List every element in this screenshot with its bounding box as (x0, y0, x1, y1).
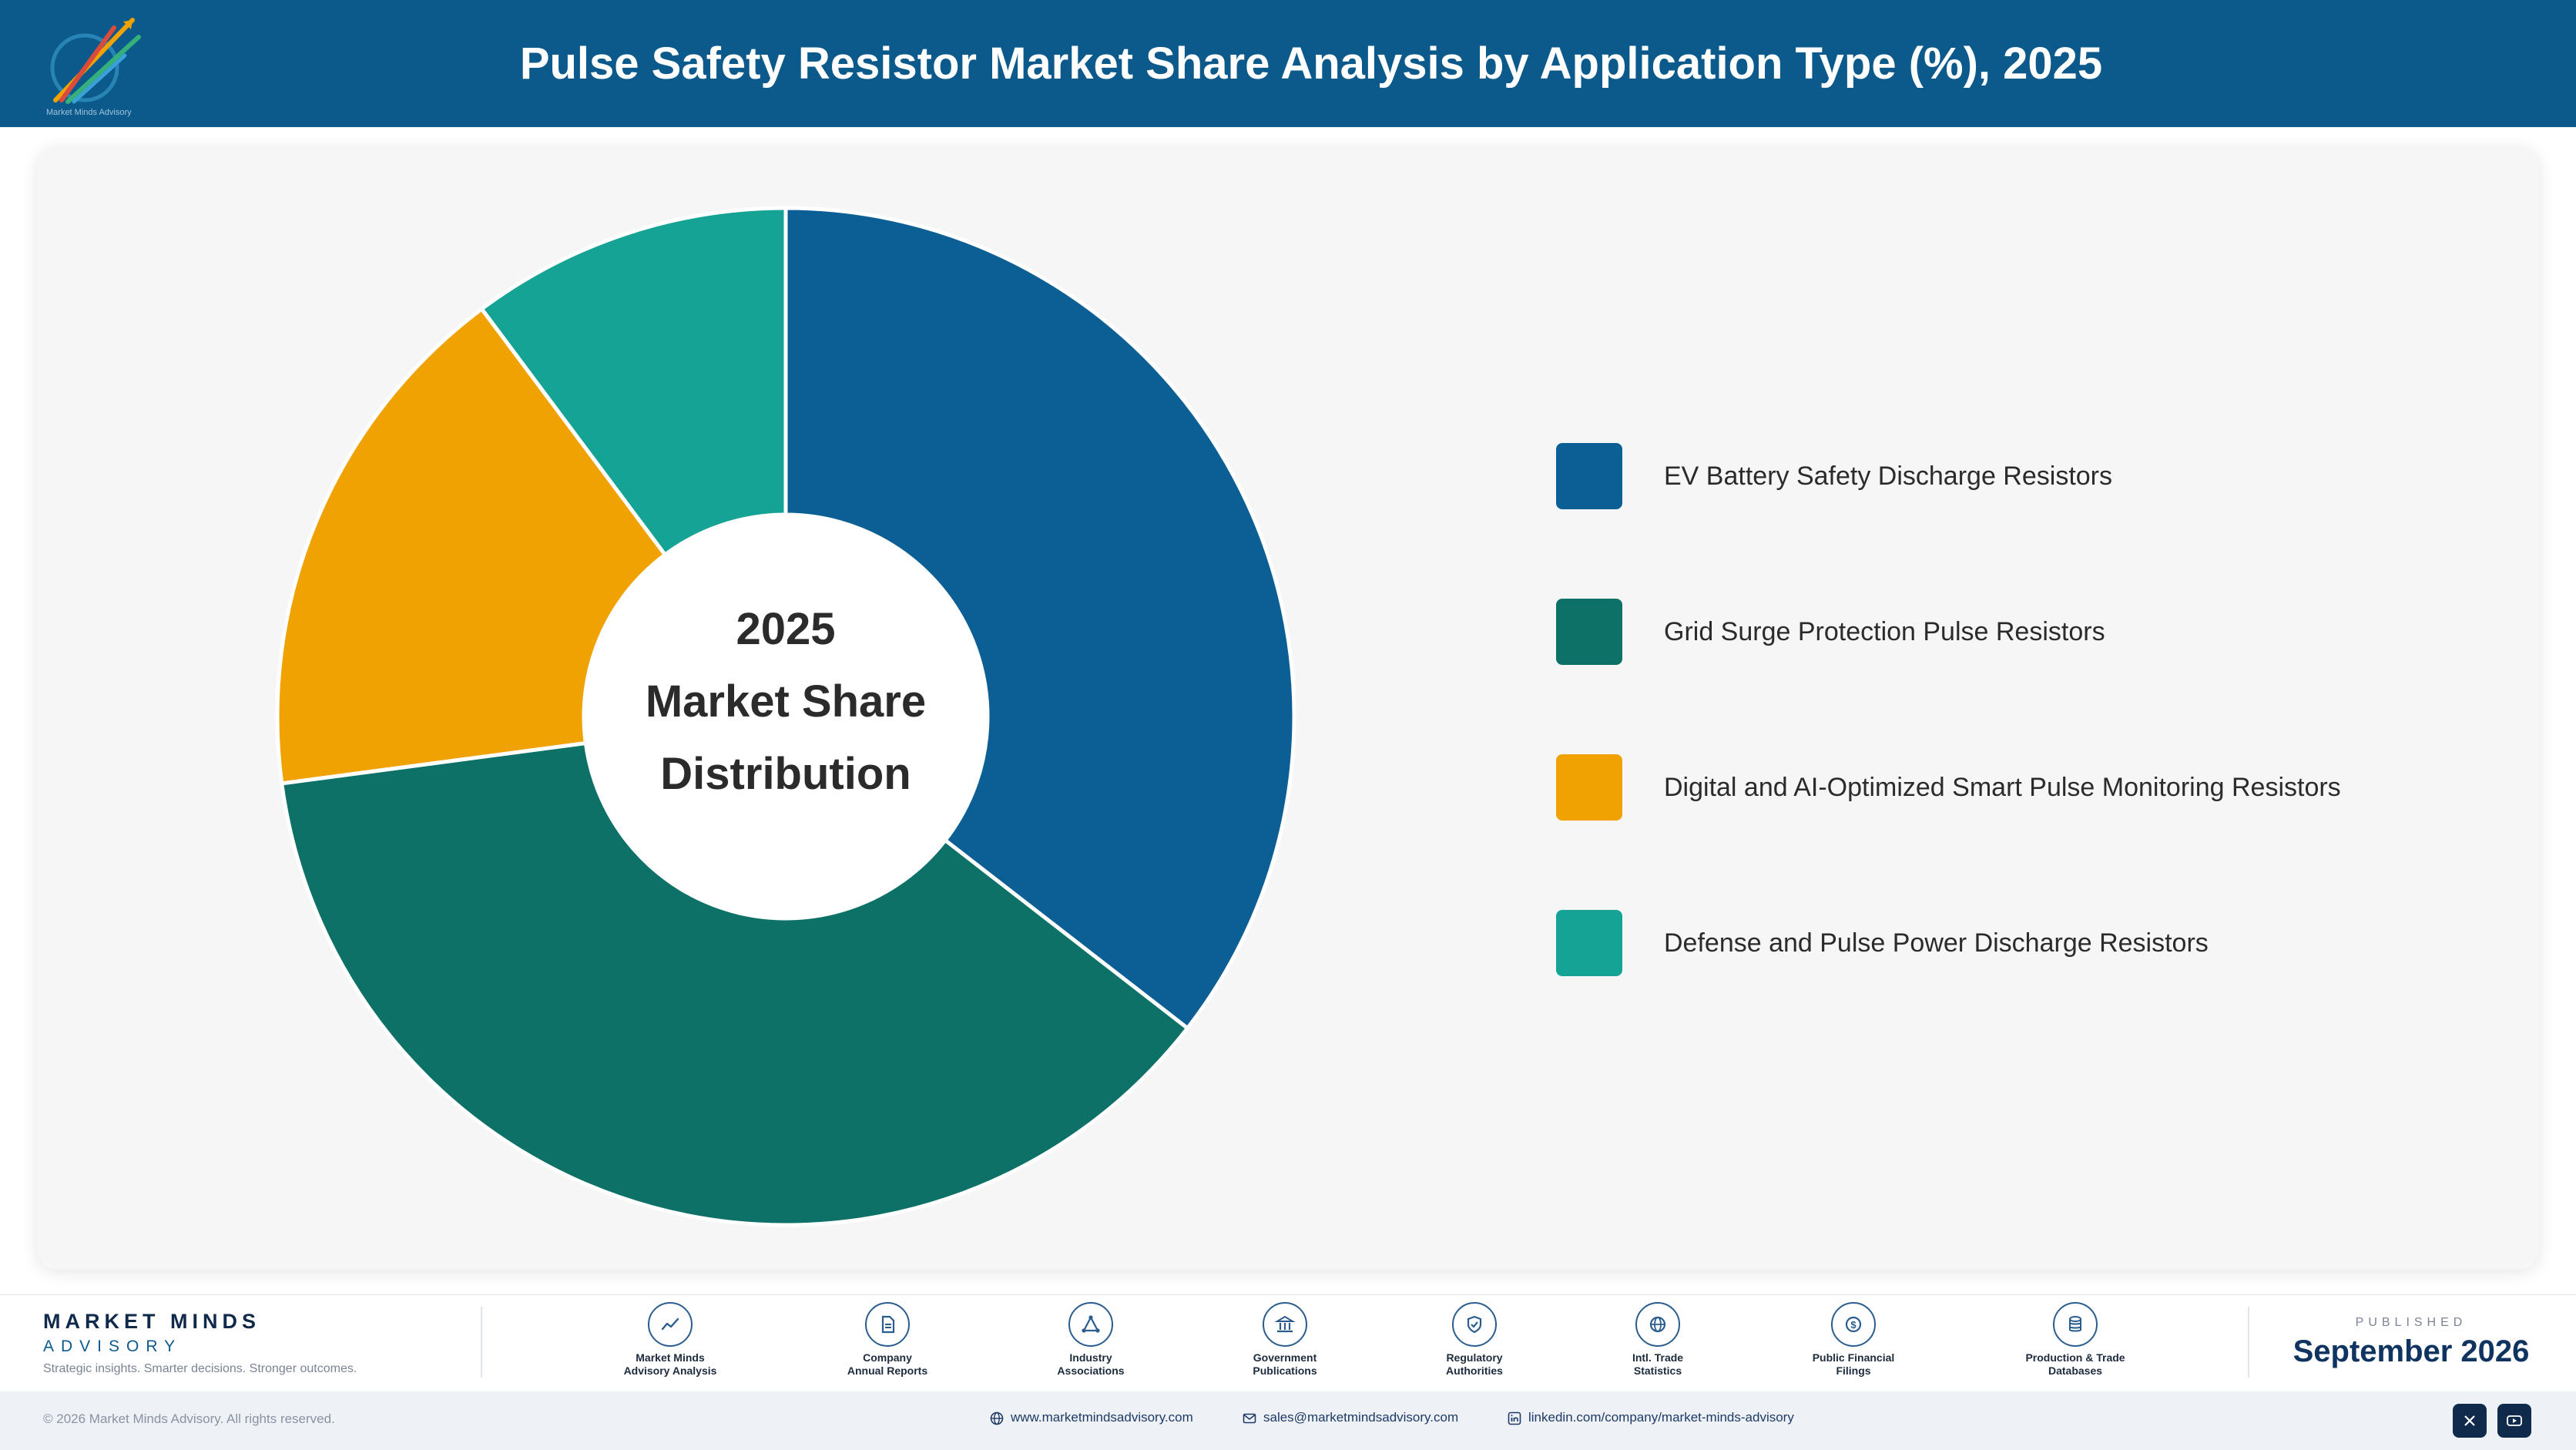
footer-brand-name: MARKET MINDS (43, 1310, 260, 1333)
published-date: September 2026 (2293, 1334, 2530, 1368)
shield-check-icon (1452, 1302, 1497, 1347)
page-title: Pulse Safety Resistor Market Share Analy… (519, 39, 2103, 89)
source-label: Regulatory Authorities (1446, 1351, 1503, 1377)
source-label: Industry Associations (1057, 1351, 1125, 1377)
logo-mark-icon (50, 18, 141, 104)
website-text: www.marketmindsadvisory.com (1011, 1410, 1193, 1425)
legend-swatch (1556, 754, 1622, 821)
network-icon (1068, 1302, 1113, 1347)
source-advisory-analysis[interactable]: Market Minds Advisory Analysis (593, 1302, 747, 1378)
source-government-publications[interactable]: Government Publications (1208, 1302, 1362, 1378)
source-financial-filings[interactable]: $ Public Financial Filings (1776, 1302, 1930, 1378)
legend-item-ev-battery[interactable]: EV Battery Safety Discharge Resistors (1556, 443, 2480, 511)
legend-label: Grid Surge Protection Pulse Resistors (1664, 617, 2105, 646)
linkedin-icon (1508, 1411, 1521, 1425)
legend-swatch (1556, 443, 1622, 509)
source-label: Company Annual Reports (847, 1351, 928, 1377)
youtube-social-button[interactable] (2497, 1404, 2531, 1438)
document-icon (865, 1302, 910, 1347)
source-regulatory-authorities[interactable]: Regulatory Authorities (1397, 1302, 1551, 1378)
legend-swatch (1556, 910, 1622, 976)
source-label: Government Publications (1253, 1351, 1317, 1377)
legend-item-defense[interactable]: Defense and Pulse Power Discharge Resist… (1556, 910, 2480, 978)
logo-caption: Market Minds Advisory (46, 108, 132, 117)
source-label: Public Financial Filings (1812, 1351, 1895, 1377)
email-text: sales@marketmindsadvisory.com (1263, 1410, 1459, 1425)
government-building-icon (1263, 1302, 1307, 1347)
copyright-text: © 2026 Market Minds Advisory. All rights… (43, 1411, 335, 1426)
center-label-year: 2025 (736, 604, 836, 654)
footer-contact-bar (0, 1391, 2576, 1450)
company-logo[interactable]: Market Minds Advisory (40, 9, 148, 121)
linkedin-link[interactable]: linkedin.com/company/market-minds-adviso… (1507, 1410, 1794, 1426)
source-annual-reports[interactable]: Company Annual Reports (810, 1302, 964, 1378)
legend-item-grid-surge[interactable]: Grid Surge Protection Pulse Resistors (1556, 599, 2480, 666)
source-label: Intl. Trade Statistics (1632, 1351, 1684, 1377)
x-social-button[interactable] (2453, 1404, 2487, 1438)
legend-label: EV Battery Safety Discharge Resistors (1664, 462, 2113, 491)
x-logo-icon (2464, 1415, 2475, 1426)
header-bar: Market Minds Advisory Pulse Safety Resis… (0, 0, 2576, 127)
donut-center-label: 2025 Market Share Distribution (601, 593, 971, 811)
donut-chart (275, 206, 1296, 1227)
trend-line-icon (648, 1302, 693, 1347)
donut-hole (584, 515, 988, 918)
legend-item-smart-pulse[interactable]: Digital and AI-Optimized Smart Pulse Mon… (1556, 754, 2480, 822)
legend-swatch (1556, 599, 1622, 665)
legend-label: Defense and Pulse Power Discharge Resist… (1664, 928, 2209, 958)
source-label: Market Minds Advisory Analysis (623, 1351, 717, 1377)
youtube-icon (2507, 1415, 2522, 1426)
legend-label: Digital and AI-Optimized Smart Pulse Mon… (1664, 773, 2341, 802)
mail-icon (1243, 1413, 1256, 1423)
footer-brand-sub: ADVISORY (43, 1338, 183, 1355)
website-link[interactable]: www.marketmindsadvisory.com (989, 1410, 1193, 1426)
source-label: Production & Trade Databases (2025, 1351, 2125, 1377)
center-label-line2: Market Share (645, 676, 927, 727)
source-industry-associations[interactable]: Industry Associations (1014, 1302, 1168, 1378)
email-link[interactable]: sales@marketmindsadvisory.com (1242, 1410, 1458, 1426)
database-icon (2053, 1302, 2098, 1347)
center-label-line3: Distribution (660, 749, 911, 799)
footer-divider (481, 1307, 482, 1378)
linkedin-text: linkedin.com/company/market-minds-adviso… (1528, 1410, 1794, 1425)
globe-icon (990, 1411, 1004, 1425)
published-label: PUBLISHED (2355, 1316, 2467, 1329)
globe-icon (1635, 1302, 1680, 1347)
source-trade-databases[interactable]: Production & Trade Databases (1998, 1302, 2152, 1378)
footer-divider (2248, 1307, 2249, 1378)
source-trade-statistics[interactable]: Intl. Trade Statistics (1581, 1302, 1735, 1378)
svg-text:$: $ (1850, 1319, 1857, 1331)
footer-tagline: Strategic insights. Smarter decisions. S… (43, 1362, 357, 1375)
dollar-coin-icon: $ (1831, 1302, 1876, 1347)
